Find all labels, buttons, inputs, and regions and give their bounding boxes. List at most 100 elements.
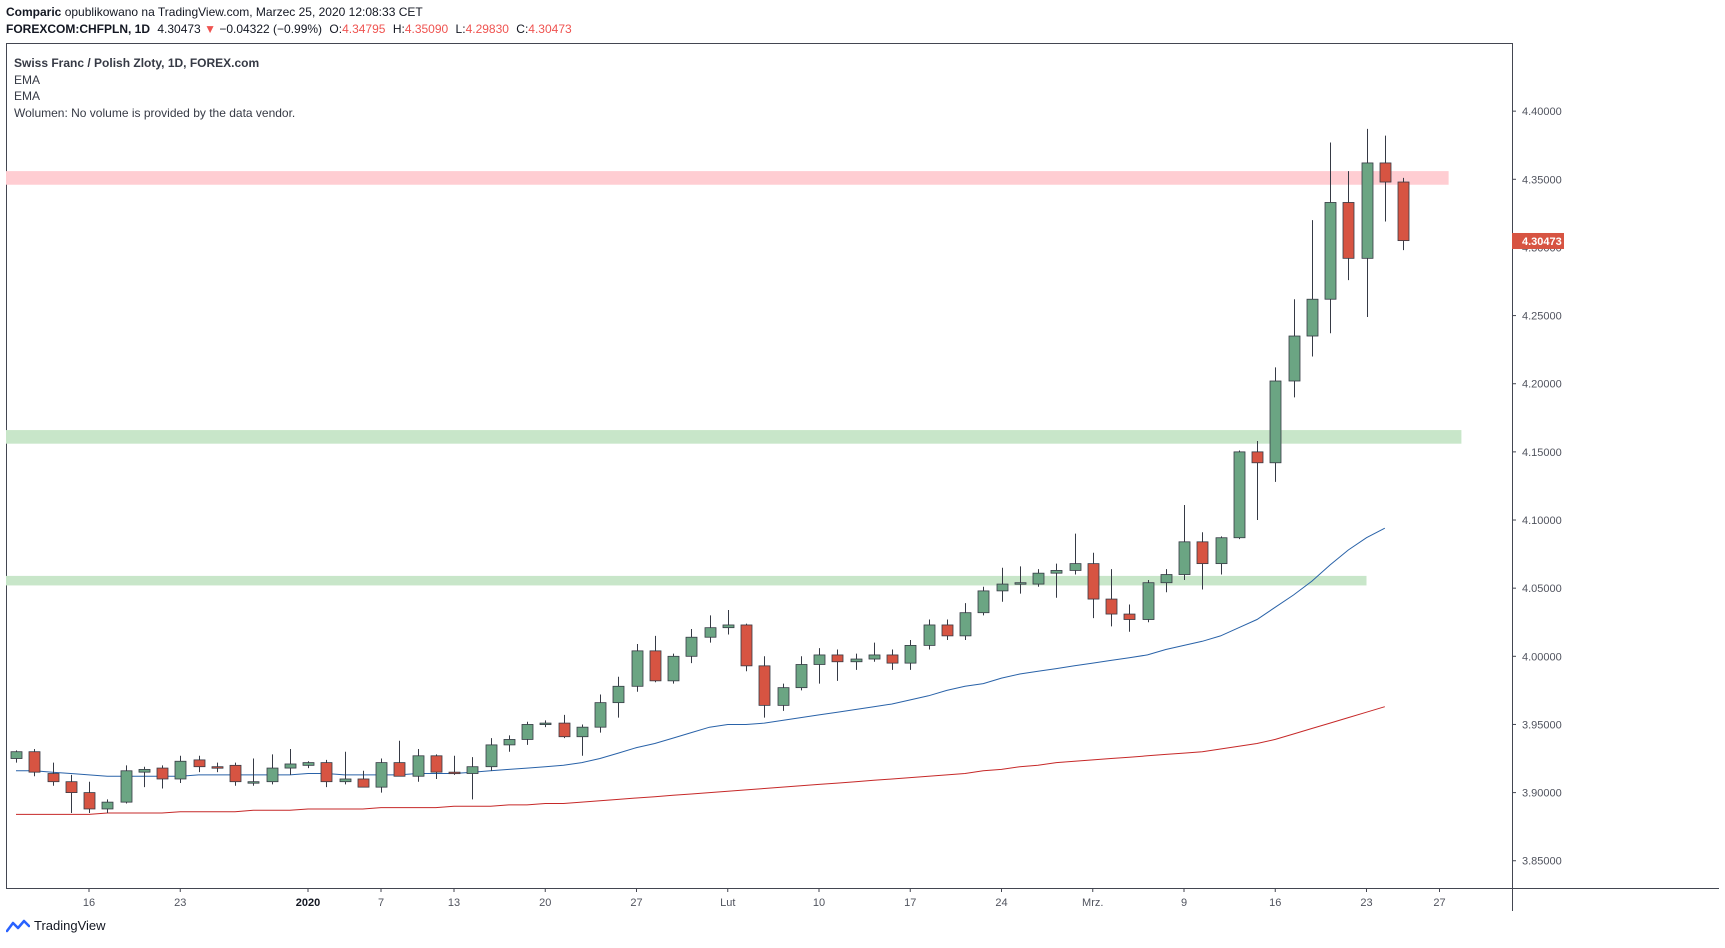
candle-body: [266, 767, 279, 783]
candle: [1233, 450, 1246, 540]
symbol-label: FOREXCOM:CHFPLN, 1D: [6, 22, 150, 36]
candle: [1087, 552, 1100, 619]
candle: [174, 755, 187, 784]
candle: [503, 735, 516, 752]
candle-body: [174, 760, 187, 780]
candle: [631, 644, 644, 692]
candle: [156, 765, 169, 789]
candle-body: [375, 762, 388, 788]
candle-body: [959, 612, 972, 637]
candle-body: [211, 766, 224, 769]
y-tick-label: 3.90000: [1522, 788, 1562, 800]
candle: [758, 656, 771, 718]
x-tick-label: 2020: [296, 897, 320, 909]
x-tick-label: 9: [1181, 897, 1187, 909]
candle-body: [393, 762, 406, 777]
candle-body: [1123, 613, 1136, 620]
y-tick-label: 3.85000: [1522, 856, 1562, 868]
candle-body: [1069, 563, 1082, 571]
candle: [904, 639, 917, 670]
candle-body: [612, 685, 625, 704]
zone-green-2: [6, 575, 1367, 586]
candlestick-chart[interactable]: 4.400004.350004.300004.250004.200004.150…: [6, 43, 1719, 911]
x-tick-label: Lut: [720, 897, 735, 909]
candle: [813, 648, 826, 684]
candle-body: [1196, 541, 1209, 565]
x-tick-label: Mrz.: [1082, 897, 1103, 909]
candle-body: [1324, 202, 1337, 300]
candle-body: [10, 751, 23, 759]
candle-body: [868, 654, 881, 660]
candle-body: [758, 665, 771, 706]
y-tick-label: 4.10000: [1522, 515, 1562, 527]
candle-body: [1251, 451, 1264, 464]
candle-body: [1269, 380, 1282, 464]
candle-body: [740, 624, 753, 667]
down-arrow-icon: ▼: [204, 22, 216, 36]
candle: [576, 724, 589, 756]
candle-body: [722, 624, 735, 629]
candle-body: [631, 650, 644, 687]
candle: [448, 755, 461, 775]
candle-body: [667, 655, 680, 682]
candle: [777, 683, 790, 711]
footer-branding[interactable]: TradingView: [6, 918, 106, 933]
candle-body: [1361, 162, 1374, 259]
candle: [1196, 532, 1209, 590]
legend-title: Swiss Franc / Polish Zloty, 1D, FOREX.co…: [14, 56, 260, 70]
candle: [101, 799, 114, 814]
price-axis[interactable]: 4.400004.350004.300004.250004.200004.150…: [1512, 106, 1562, 868]
candles-layer: [10, 128, 1410, 814]
candle-body: [339, 778, 352, 783]
candle: [211, 762, 224, 773]
candle: [722, 609, 735, 635]
candle: [667, 653, 680, 684]
candle-body: [558, 722, 571, 738]
legend-ema-1[interactable]: EMA: [14, 72, 41, 87]
candle-body: [430, 755, 443, 773]
candle-body: [1032, 572, 1045, 585]
candle: [193, 755, 206, 773]
candle-body: [1379, 162, 1392, 183]
ema-slow-line: [16, 706, 1385, 815]
candle: [795, 656, 808, 691]
candle-body: [886, 654, 899, 664]
publish-text: opublikowano na TradingView.com, Marzec …: [64, 5, 423, 19]
legend-ema-2[interactable]: EMA: [14, 89, 41, 103]
x-tick-label: 24: [995, 897, 1007, 909]
plot-area[interactable]: [6, 43, 1513, 889]
candle-body: [539, 722, 552, 725]
chart-container[interactable]: 4.400004.350004.300004.250004.200004.150…: [6, 43, 1719, 911]
ema-layer: [16, 527, 1386, 815]
candle-body: [576, 726, 589, 738]
candle: [485, 738, 498, 771]
zone-red-0: [6, 171, 1449, 185]
y-tick-label: 4.25000: [1522, 311, 1562, 323]
candle-body: [1288, 335, 1301, 382]
time-axis[interactable]: 16 23 2020 7 13 20 27 Lut 10 17 24 Mrz. 9 16 23 27: [83, 888, 1446, 909]
high-label: H:: [392, 22, 405, 36]
chart-legend: Swiss Franc / Polish Zloty, 1D, FOREX.co…: [14, 55, 295, 121]
candle: [1069, 533, 1082, 575]
candle-body: [831, 654, 844, 663]
candle: [229, 762, 242, 786]
x-tick-label: 7: [378, 897, 384, 909]
candle: [320, 759, 333, 788]
candle-body: [1342, 202, 1355, 259]
y-tick-label: 4.05000: [1522, 583, 1562, 595]
change-value: −0.04322 (−0.99%): [219, 22, 323, 36]
author-name: Comparic: [6, 5, 62, 19]
candle-body: [594, 702, 607, 728]
candle-body: [156, 767, 169, 780]
candle-body: [813, 654, 826, 665]
candle-body: [977, 590, 990, 614]
candle: [941, 619, 954, 640]
candle: [558, 714, 571, 739]
last-price: 4.30473: [157, 22, 201, 36]
candle: [83, 781, 96, 814]
candle-body: [1215, 537, 1228, 565]
x-tick-label: 23: [1360, 897, 1372, 909]
candle: [886, 649, 899, 670]
candle: [959, 603, 972, 640]
candle: [850, 653, 863, 670]
